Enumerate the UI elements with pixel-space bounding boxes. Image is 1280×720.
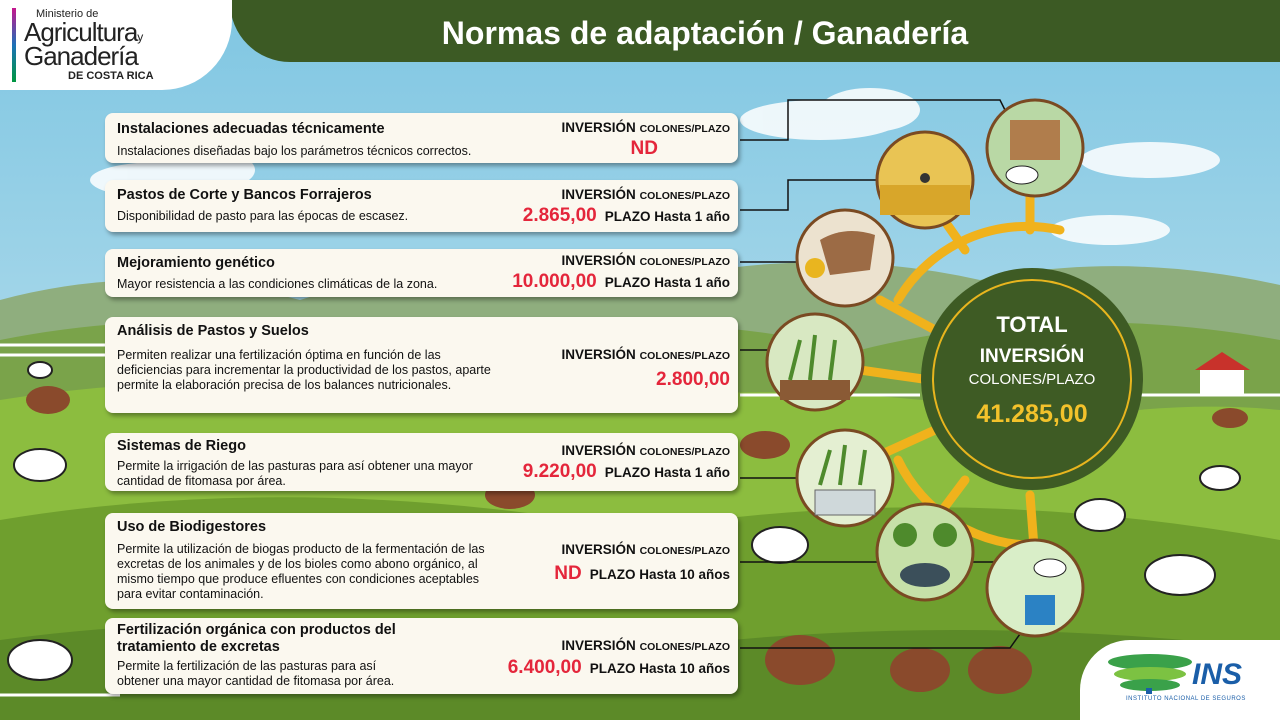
- investment-amount: 9.220,00: [522, 461, 597, 482]
- fertilizer-icon: [1025, 558, 1067, 625]
- header-bar: [230, 0, 1280, 62]
- investment-row: 10.000,00 PLAZO Hasta 1 año: [512, 271, 730, 293]
- card-desc: Permite la utilización de biogas product…: [117, 542, 485, 601]
- card-title: Pastos de Corte y Bancos Forrajeros: [117, 187, 372, 203]
- logo-line-2: Agriculturay: [24, 17, 143, 47]
- total-value: 41.285,00: [976, 400, 1088, 428]
- card-title: Sistemas de Riego: [117, 438, 246, 454]
- card-title: Fertilización orgánica con productos del…: [117, 622, 396, 655]
- total-hub-ring: [932, 279, 1132, 479]
- card-pastos-corte: Pastos de Corte y Bancos Forrajeros Disp…: [105, 180, 738, 232]
- investment-amount: 10.000,00: [512, 271, 597, 292]
- card-desc: Instalaciones diseñadas bajo los parámet…: [117, 144, 472, 158]
- soil-analysis-icon: [780, 334, 850, 400]
- card-desc: Mayor resistencia a las condiciones clim…: [117, 277, 438, 291]
- investment-term: PLAZO Hasta 1 año: [604, 465, 730, 480]
- investment-row: ND PLAZO Hasta 10 años: [554, 563, 730, 585]
- inversion-label: INVERSIÓN COLONES/PLAZO: [561, 347, 730, 362]
- investment-term: PLAZO Hasta 10 años: [589, 567, 730, 582]
- card-mejoramiento: Mejoramiento genético Mayor resistencia …: [105, 249, 738, 297]
- investment-term: PLAZO Hasta 1 año: [604, 209, 730, 224]
- logo-line-4: DE COSTA RICA: [68, 70, 154, 82]
- inversion-label: INVERSIÓN COLONES/PLAZO: [561, 187, 730, 202]
- logo-line-3: Ganadería: [24, 41, 139, 71]
- inversion-label: INVERSIÓN COLONES/PLAZO: [561, 443, 730, 458]
- card-analisis: Análisis de Pastos y Suelos Permiten rea…: [105, 317, 738, 413]
- investment-row: ND: [631, 138, 658, 160]
- card-title: Uso de Biodigestores: [117, 519, 267, 535]
- ins-logo: [1080, 640, 1280, 720]
- total-title: TOTAL: [996, 312, 1068, 337]
- investment-row: 6.400,00 PLAZO Hasta 10 años: [508, 657, 730, 679]
- inversion-label: INVERSIÓN COLONES/PLAZO: [561, 638, 730, 653]
- inversion-label: INVERSIÓN COLONES/PLAZO: [561, 120, 730, 135]
- investment-term: PLAZO Hasta 10 años: [589, 661, 730, 676]
- irrigation-icon: [814, 444, 876, 516]
- inversion-label: INVERSIÓN COLONES/PLAZO: [561, 253, 730, 268]
- card-instalaciones: Instalaciones adecuadas técnicamente Ins…: [105, 113, 738, 163]
- investment-amount: 2.800,00: [656, 369, 730, 390]
- ministry-logo: Ministerio de Agriculturay Ganadería DE …: [0, 0, 232, 90]
- card-desc: Permite la irrigación de las pasturas pa…: [117, 459, 473, 488]
- total-unit: COLONES/PLAZO: [968, 371, 1096, 388]
- investment-term: PLAZO Hasta 1 año: [604, 275, 730, 290]
- barn-cow-icon: [1005, 120, 1060, 185]
- investment-amount: 6.400,00: [507, 657, 582, 678]
- investment-amount: 2.865,00: [522, 205, 597, 226]
- card-biodigestores: Uso de Biodigestores Permite la utilizac…: [105, 513, 738, 609]
- investment-amount: ND: [554, 563, 582, 584]
- tractor-field-icon: [880, 173, 970, 215]
- card-title: Mejoramiento genético: [117, 255, 275, 271]
- ins-subtitle: INSTITUTO NACIONAL DE SEGUROS: [1126, 696, 1246, 702]
- investment-row: 2.800,00: [656, 369, 730, 391]
- card-desc: Permite la fertilización de las pasturas…: [117, 659, 395, 688]
- inversion-label: INVERSIÓN COLONES/PLAZO: [561, 542, 730, 557]
- card-fertilizacion: Fertilización orgánica con productos del…: [105, 618, 738, 694]
- card-title: Análisis de Pastos y Suelos: [117, 323, 309, 339]
- ins-name: INS: [1192, 658, 1243, 691]
- investment-row: 9.220,00 PLAZO Hasta 1 año: [523, 461, 730, 483]
- cow-dna-icon: [805, 231, 875, 278]
- total-label: INVERSIÓN: [979, 346, 1085, 367]
- card-riego: Sistemas de Riego Permite la irrigación …: [105, 433, 738, 491]
- biodigester-icon: [893, 523, 957, 587]
- page-title: Normas de adaptación / Ganadería: [441, 15, 969, 51]
- card-desc: Disponibilidad de pasto para las épocas …: [117, 209, 409, 223]
- card-title: Instalaciones adecuadas técnicamente: [117, 121, 385, 137]
- card-desc: Permiten realizar una fertilización ópti…: [117, 348, 491, 392]
- logo-line-1: Ministerio de: [36, 8, 99, 20]
- investment-row: 2.865,00 PLAZO Hasta 1 año: [523, 205, 730, 227]
- logo-color-bar: [12, 8, 16, 82]
- investment-amount: ND: [630, 138, 658, 159]
